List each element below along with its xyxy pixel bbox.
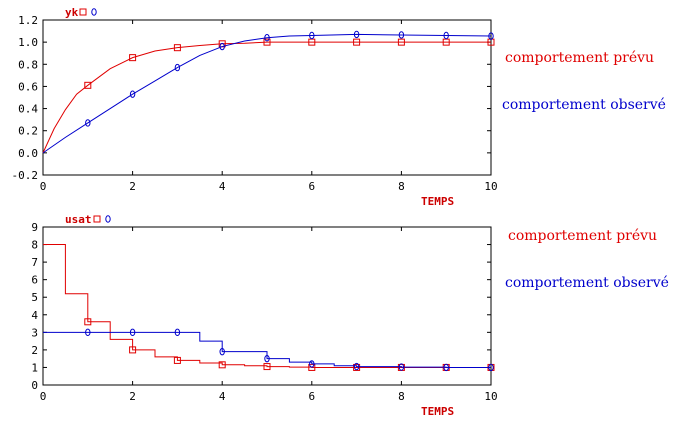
y-tick-label-2: 6 [31, 274, 38, 287]
x-tick-label-1: 6 [308, 180, 315, 193]
data-point-2-observed [219, 347, 225, 356]
data-point-1-observed [353, 30, 360, 39]
x-axis-label-1: TEMPS [421, 195, 454, 208]
y-axis-label-2: usat [65, 213, 92, 226]
series-line-1-observed [42, 33, 492, 154]
y-tick-label-2: 2 [31, 344, 38, 357]
data-point-2-observed [85, 328, 91, 337]
y-tick-label-2: 7 [31, 256, 38, 269]
legend-observed-2: comportement observé [505, 275, 669, 291]
x-tick-label-1: 4 [219, 180, 226, 193]
data-point-1-observed [398, 31, 405, 39]
data-point-1-predicted [263, 38, 271, 46]
x-tick-label-2: 8 [398, 390, 405, 403]
x-tick-label-1: 0 [40, 180, 47, 193]
x-tick-label-2: 2 [129, 390, 136, 403]
data-point-2-predicted [84, 318, 92, 326]
y-tick-label-2: 8 [31, 239, 38, 252]
data-point-2-observed [309, 360, 315, 368]
ylabel-marker-predicted-2 [93, 215, 101, 223]
y-tick-label-1: 0.6 [18, 80, 38, 93]
y-tick-label-1: 0.8 [18, 58, 38, 71]
ylabel-marker-observed-1 [91, 8, 97, 16]
plot-frame-1 [42, 19, 492, 176]
data-point-1-observed [488, 32, 494, 40]
data-point-1-predicted [129, 54, 137, 62]
data-point-1-observed [85, 119, 91, 127]
data-point-2-predicted [173, 356, 181, 364]
y-tick-label-1: 0.0 [18, 147, 38, 160]
data-point-2-observed [443, 363, 449, 372]
legend-observed-1: comportement observé [502, 97, 666, 113]
data-point-1-predicted [353, 38, 361, 46]
plot-frame-2 [42, 226, 492, 386]
legend-predicted-1: comportement prévu [505, 50, 654, 66]
data-point-2-predicted [263, 363, 271, 371]
data-point-1-observed [219, 42, 225, 51]
y-tick-label-1: 1.0 [18, 36, 38, 49]
y-tick-label-1: 0.2 [18, 125, 38, 138]
data-point-2-observed [353, 362, 360, 371]
data-point-2-observed [398, 363, 405, 371]
data-point-1-observed [129, 90, 136, 98]
ylabel-marker-predicted-1 [79, 8, 87, 16]
x-tick-label-2: 4 [219, 390, 226, 403]
data-point-2-predicted [353, 363, 361, 371]
data-point-1-predicted [84, 81, 92, 89]
x-tick-label-1: 10 [484, 180, 497, 193]
y-tick-label-2: 4 [31, 309, 38, 322]
x-tick-label-1: 2 [129, 180, 136, 193]
data-point-2-predicted [129, 346, 137, 354]
x-tick-label-2: 0 [40, 390, 47, 403]
series-line-1-predicted [42, 41, 491, 154]
data-point-2-predicted [218, 361, 226, 369]
data-point-1-predicted [173, 44, 181, 52]
data-point-2-observed [488, 363, 494, 372]
data-point-2-observed [264, 354, 270, 363]
y-tick-label-2: 1 [31, 361, 38, 374]
data-point-1-observed [264, 34, 270, 42]
series-line-2-observed [43, 331, 491, 368]
series-line-2-predicted [43, 244, 491, 368]
data-point-2-observed [129, 328, 136, 337]
y-tick-label-1: -0.2 [12, 169, 39, 182]
data-point-1-predicted [397, 38, 405, 46]
data-point-2-predicted [308, 363, 316, 371]
x-axis-label-2: TEMPS [421, 405, 454, 418]
x-tick-label-1: 8 [398, 180, 405, 193]
y-tick-label-1: 0.4 [18, 103, 38, 116]
y-tick-label-2: 3 [31, 326, 38, 339]
legend-predicted-2: comportement prévu [508, 228, 657, 244]
data-point-1-observed [309, 31, 315, 40]
x-tick-label-2: 10 [484, 390, 497, 403]
y-axis-label-1: yk [65, 6, 79, 19]
data-point-1-observed [174, 63, 181, 72]
y-tick-label-2: 9 [31, 221, 38, 234]
x-tick-label-2: 6 [308, 390, 315, 403]
data-point-2-observed [174, 328, 181, 337]
y-tick-label-2: 5 [31, 291, 38, 304]
data-point-1-observed [443, 31, 449, 40]
y-tick-label-1: 1.2 [18, 14, 38, 27]
ylabel-marker-observed-2 [105, 215, 111, 223]
y-tick-label-2: 0 [31, 379, 38, 392]
